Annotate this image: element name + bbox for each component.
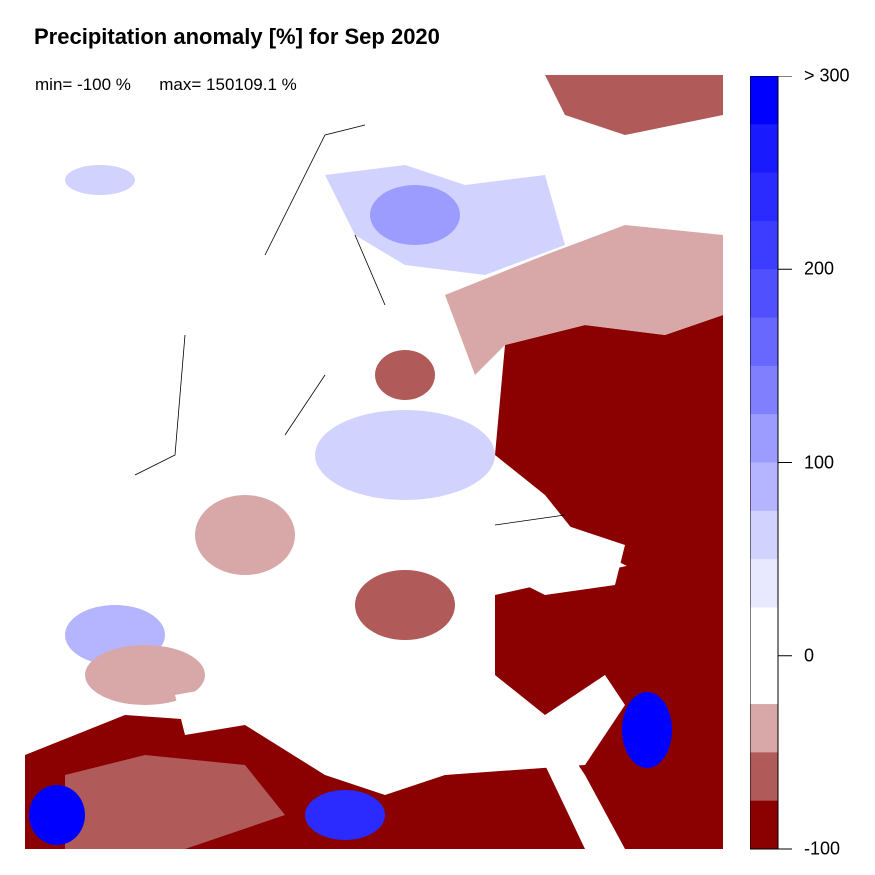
legend-bin — [750, 317, 778, 367]
mediterranean-sea — [175, 675, 625, 775]
legend-tick-label: 200 — [804, 258, 835, 279]
legend-bin — [750, 559, 778, 608]
wet-region-libya — [305, 790, 385, 840]
wet-region-central-europe — [315, 410, 495, 500]
legend-bin — [750, 607, 778, 657]
legend-bin — [750, 365, 778, 415]
legend-tick-label: 100 — [804, 452, 835, 472]
dry-region-east-light — [445, 225, 723, 375]
dry-region-east — [495, 315, 723, 595]
black-sea — [505, 525, 625, 595]
dry-region-northeast — [545, 75, 723, 135]
dry-patch-iberia — [85, 645, 205, 705]
wet-region-iceland — [65, 165, 135, 195]
wet-region-israel — [622, 692, 672, 768]
legend-tick-label: > 300 — [804, 65, 850, 86]
dry-region-north-africa-light — [65, 755, 285, 849]
legend-bin — [750, 704, 778, 753]
min-max-stats: min= -100 % max= 150109.1 % — [35, 75, 297, 95]
min-label: min= -100 % — [35, 75, 131, 94]
legend-bin — [750, 124, 778, 174]
dry-patch-france — [195, 495, 295, 575]
coastlines — [134, 124, 566, 526]
precipitation-anomaly-map — [25, 75, 723, 849]
legend-bin — [750, 414, 778, 463]
legend-tick-label: -100 — [804, 838, 841, 859]
dry-patch-balkans — [355, 570, 455, 640]
dry-patch-baltic — [375, 350, 435, 400]
color-legend — [750, 76, 792, 850]
max-label: max= 150109.1 % — [159, 75, 297, 94]
chart-title: Precipitation anomaly [%] for Sep 2020 — [34, 24, 440, 49]
legend-bin — [750, 752, 778, 802]
legend-bin — [750, 800, 778, 850]
legend-tick-label: 0 — [804, 645, 815, 666]
legend-bin — [750, 269, 778, 319]
legend-bin — [750, 220, 778, 270]
wet-region-algeria — [29, 785, 85, 845]
legend-bin — [750, 510, 778, 560]
legend-bin — [750, 76, 778, 125]
legend-bin — [750, 172, 778, 222]
legend-bin — [750, 462, 778, 512]
wet-region-sweden — [370, 185, 460, 245]
legend-bin — [750, 655, 778, 705]
